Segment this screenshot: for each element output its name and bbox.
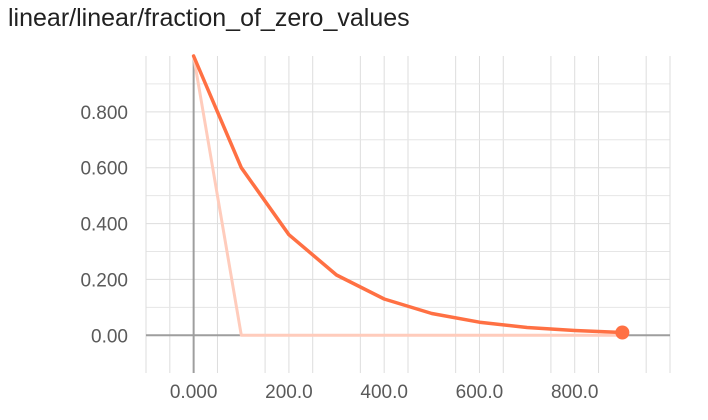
x-tick-label: 0.000 <box>170 382 218 403</box>
x-tick-label: 200.0 <box>265 382 313 403</box>
grid <box>145 56 671 373</box>
y-tick-label: 0.00 <box>91 326 128 347</box>
y-tick-label: 0.600 <box>80 159 128 180</box>
x-tick-label: 800.0 <box>551 382 599 403</box>
tick-labels: 0.000 200.0 400.0 600.0 800.0 0.00 0.200 0.400 0… <box>80 103 598 403</box>
y-tick-label: 0.800 <box>80 103 128 124</box>
series-line-1 <box>191 54 625 335</box>
x-tick-label: 400.0 <box>360 382 408 403</box>
series-line-2 <box>192 54 624 337</box>
series-layer <box>191 54 630 340</box>
chart-title: linear/linear/fraction_of_zero_values <box>8 4 410 32</box>
x-tick-label: 600.0 <box>456 382 504 403</box>
y-tick-label: 0.400 <box>80 215 128 236</box>
y-tick-label: 0.200 <box>80 270 128 291</box>
highlight-point <box>615 325 630 340</box>
